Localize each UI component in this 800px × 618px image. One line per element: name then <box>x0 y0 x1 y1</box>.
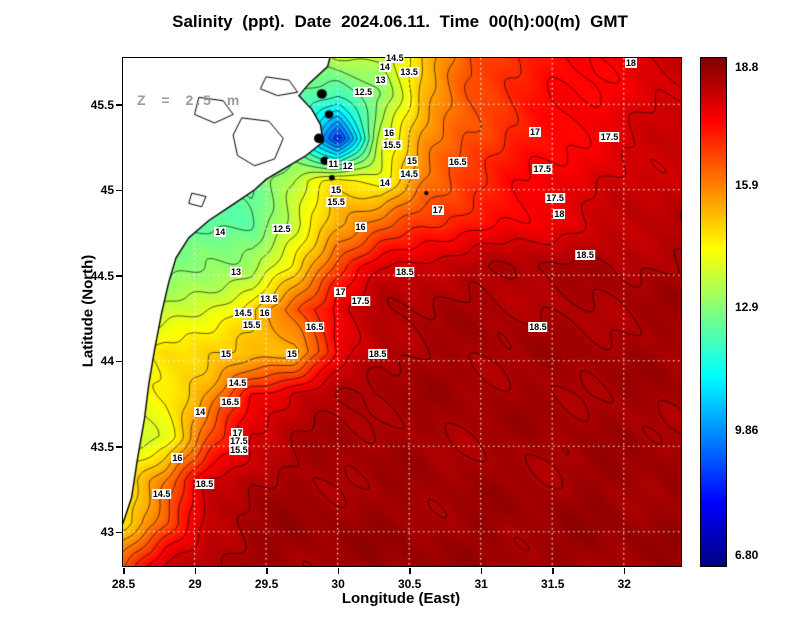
contour-label: 15 <box>405 155 419 166</box>
map-plot-area: Z = 2.5 m 14.5 14 13.5 13 12.5 18 16 15.5 17 17.5… <box>122 53 682 567</box>
contour-label: 14 <box>214 227 227 238</box>
y-axis-tick-label: 45.5 <box>90 97 114 112</box>
contour-label: 17 <box>231 427 244 438</box>
x-axis-tick <box>623 568 626 574</box>
contour-label: 12.5 <box>272 224 292 235</box>
y-axis-tick <box>116 446 122 448</box>
x-axis-tick-label: 32 <box>617 577 631 591</box>
x-axis-tick <box>409 568 411 574</box>
contour-label: 15 <box>219 348 233 359</box>
contour-label: 15.5 <box>229 444 249 455</box>
contour-label: 12.5 <box>353 87 374 98</box>
y-axis-tick-label: 44.5 <box>90 268 114 283</box>
y-axis-tick-label: 43.5 <box>90 439 114 454</box>
y-axis-tick-label: 43 <box>100 525 114 540</box>
x-axis-tick <box>337 568 340 574</box>
x-axis-tick-label: 31.5 <box>541 577 565 591</box>
y-axis-tick <box>116 104 122 106</box>
contour-label: 12 <box>341 160 354 171</box>
colorbar-label: 18.8 <box>735 60 759 75</box>
x-axis-tick <box>552 568 554 574</box>
contour-label: 11 <box>327 159 340 170</box>
y-axis-tick-label: 45 <box>100 183 114 198</box>
x-axis-tick <box>194 568 197 574</box>
contour-label: 15 <box>330 184 343 195</box>
x-axis-tick-label: 31 <box>474 577 488 591</box>
contour-label: 17.5 <box>599 131 620 142</box>
contour-label: 16 <box>258 307 271 318</box>
contour-label: 18 <box>553 208 566 219</box>
depth-annotation: Z = 2.5 m <box>137 92 243 108</box>
contour-label: 14.5 <box>385 53 405 63</box>
contour-label: 14.5 <box>233 307 253 318</box>
contour-label: 14.5 <box>227 377 248 388</box>
contour-label: 15.5 <box>326 196 346 207</box>
contour-label: 18 <box>624 58 637 69</box>
contour-label: 16.5 <box>448 157 468 168</box>
contour-label: 13 <box>374 75 387 86</box>
contour-label: 14 <box>194 407 207 418</box>
figure-title: Salinity (ppt). Date 2024.06.11. Time 00… <box>172 12 628 31</box>
colorbar-label: 6.80 <box>735 547 759 562</box>
contour-label: 15.5 <box>242 319 262 330</box>
x-axis-tick-label: 29.5 <box>254 577 279 591</box>
salinity-contour-canvas <box>123 58 681 566</box>
x-axis-tick-label: 30.5 <box>397 577 422 591</box>
contour-label: 14.5 <box>151 489 172 500</box>
y-axis-tick <box>116 189 122 192</box>
contour-label: 14 <box>378 61 391 72</box>
contour-label: 17.5 <box>229 436 249 447</box>
x-axis-tick <box>266 568 268 574</box>
contour-label: 17.5 <box>350 295 371 306</box>
contour-label: 16 <box>171 453 184 464</box>
colorbar-label: 12.9 <box>735 299 759 314</box>
contour-label: 17.5 <box>545 193 565 204</box>
contour-label: 18.5 <box>395 266 415 277</box>
contour-label: 18.5 <box>194 478 215 489</box>
y-axis-tick <box>116 275 122 277</box>
y-axis-tick <box>116 531 122 534</box>
contour-label: 16 <box>383 128 396 139</box>
colorbar <box>700 57 727 567</box>
contour-label: 13.5 <box>259 294 279 305</box>
contour-label: 15.5 <box>382 140 402 151</box>
colorbar-label: 9.86 <box>735 423 759 438</box>
contour-label: 14.5 <box>399 169 419 180</box>
x-axis-tick-label: 29 <box>188 577 202 591</box>
contour-label: 18.5 <box>575 249 595 260</box>
y-axis-tick-label: 44 <box>100 354 114 369</box>
colorbar-label: 15.9 <box>735 178 759 193</box>
y-axis-tick <box>116 360 122 363</box>
x-axis-tick <box>480 568 483 574</box>
contour-label: 16.5 <box>220 396 241 407</box>
x-axis-tick-label: 30 <box>331 577 345 591</box>
contour-label: 17 <box>431 205 444 216</box>
contour-label: 14 <box>378 177 391 188</box>
contour-label: 18.5 <box>367 348 388 359</box>
x-axis-tick-label: 28.5 <box>111 577 136 591</box>
x-axis-label: Longitude (East) <box>341 590 461 607</box>
contour-label: 17 <box>334 287 347 298</box>
contour-label: 13.5 <box>399 66 419 77</box>
contour-label: 16 <box>354 222 367 233</box>
contour-label: 18.5 <box>528 321 548 332</box>
contour-label: 16.5 <box>304 321 325 332</box>
contour-label: 17.5 <box>532 164 552 175</box>
contour-label: 13 <box>230 266 243 277</box>
x-axis-tick <box>123 568 125 574</box>
contour-label: 15 <box>285 348 298 359</box>
contour-label: 17 <box>529 126 542 137</box>
